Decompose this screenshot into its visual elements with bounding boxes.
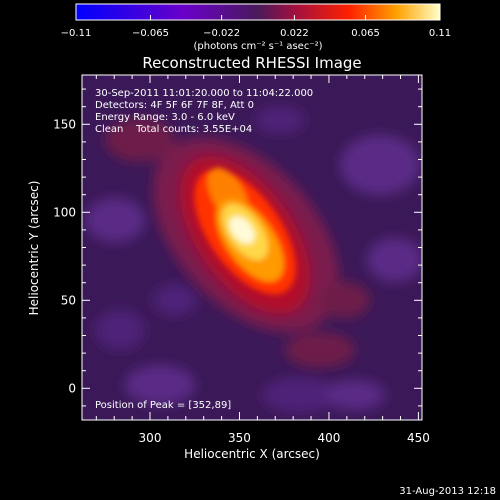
colorbar-tick-label: 0.11 [429, 28, 451, 39]
axis-ticks: 300 350 400 450 0 50 100 150 [53, 75, 430, 445]
annotation-clean-counts: Clean Total counts: 3.55E+04 [95, 124, 252, 135]
colorbar-ticks: −0.11 −0.065 −0.022 0.022 0.065 0.11 [61, 15, 451, 39]
y-axis-label: Heliocentric Y (arcsec) [27, 181, 41, 316]
y-tick-label: 100 [53, 205, 76, 219]
chart-title: Reconstructed RHESSI Image [142, 54, 361, 72]
x-tick-label: 400 [317, 431, 340, 445]
colorbar-tick-label: 0.022 [280, 28, 309, 39]
colorbar-tick-label: 0.065 [351, 28, 380, 39]
y-tick-label: 150 [53, 117, 76, 131]
footer-timestamp: 31-Aug-2013 12:18 [399, 486, 496, 497]
colorbar [75, 3, 441, 21]
x-tick-label: 300 [139, 431, 162, 445]
heatmap-image [82, 75, 422, 420]
x-axis-label: Heliocentric X (arcsec) [184, 447, 320, 461]
colorbar-label: (photons cm⁻² s⁻¹ asec⁻²) [193, 41, 322, 52]
annotation-block: 30-Sep-2011 11:01:20.000 to 11:04:22.000… [95, 88, 313, 135]
colorbar-tick-label: −0.11 [61, 28, 92, 39]
y-tick-label: 0 [68, 381, 76, 395]
annotation-time-range: 30-Sep-2011 11:01:20.000 to 11:04:22.000 [95, 88, 313, 99]
peak-position-label: Position of Peak = [352,89] [95, 400, 231, 411]
x-tick-label: 450 [407, 431, 430, 445]
x-tick-label: 350 [228, 431, 251, 445]
annotation-detectors: Detectors: 4F 5F 6F 7F 8F, Att 0 [95, 100, 254, 111]
colorbar-tick-label: −0.065 [132, 28, 169, 39]
colorbar-tick-label: −0.022 [203, 28, 240, 39]
y-tick-label: 50 [61, 293, 76, 307]
annotation-energy-range: Energy Range: 3.0 - 6.0 keV [95, 112, 235, 123]
